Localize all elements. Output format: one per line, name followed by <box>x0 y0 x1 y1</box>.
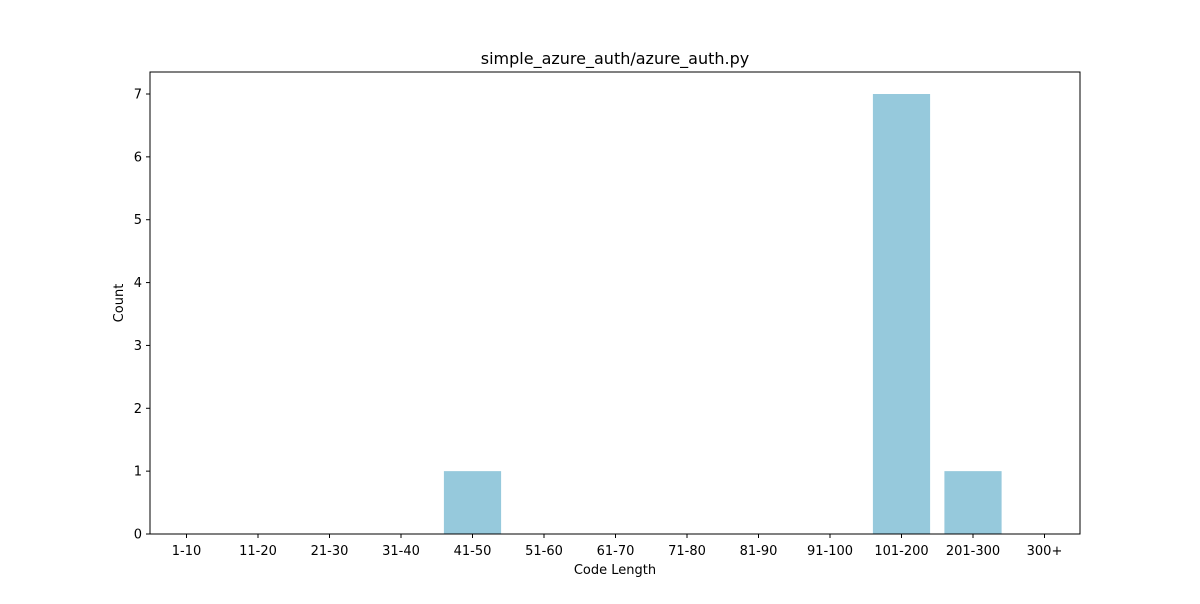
x-tick-label: 101-200 <box>874 544 928 559</box>
bars-group <box>443 94 1002 534</box>
x-tick-label: 300+ <box>1027 544 1063 559</box>
plot-frame <box>149 71 1081 535</box>
bar-201-300 <box>944 471 1002 534</box>
x-tick-label: 31-40 <box>382 544 420 559</box>
y-axis-label: Count <box>112 284 127 323</box>
y-axis-ticks: 0 1 2 3 4 5 6 7 <box>134 88 150 543</box>
y-tick-label: 7 <box>134 88 142 103</box>
y-tick-label: 1 <box>134 465 142 480</box>
y-tick-label: 4 <box>134 276 142 291</box>
x-axis-label: Code Length <box>574 563 656 578</box>
x-tick-label: 21-30 <box>311 544 349 559</box>
x-tick-label: 81-90 <box>740 544 778 559</box>
x-tick-label: 51-60 <box>525 544 563 559</box>
y-tick-label: 3 <box>134 339 142 354</box>
x-tick-label: 1-10 <box>172 544 202 559</box>
chart-title: simple_azure_auth/azure_auth.py <box>481 49 749 69</box>
x-tick-label: 11-20 <box>239 544 277 559</box>
bar-41-50 <box>443 471 502 534</box>
y-tick-label: 5 <box>134 213 142 228</box>
x-tick-label: 201-300 <box>946 544 1000 559</box>
x-axis-ticks: 1-10 11-20 21-30 31-40 41-50 51-60 61-70 71-80 8… <box>172 534 1063 559</box>
x-tick-label: 71-80 <box>668 544 706 559</box>
bar-101-200 <box>872 94 931 534</box>
y-tick-label: 2 <box>134 402 142 417</box>
y-tick-label: 0 <box>134 528 142 543</box>
x-tick-label: 91-100 <box>807 544 853 559</box>
x-tick-label: 41-50 <box>454 544 492 559</box>
x-tick-label: 61-70 <box>597 544 635 559</box>
y-tick-label: 6 <box>134 150 142 165</box>
